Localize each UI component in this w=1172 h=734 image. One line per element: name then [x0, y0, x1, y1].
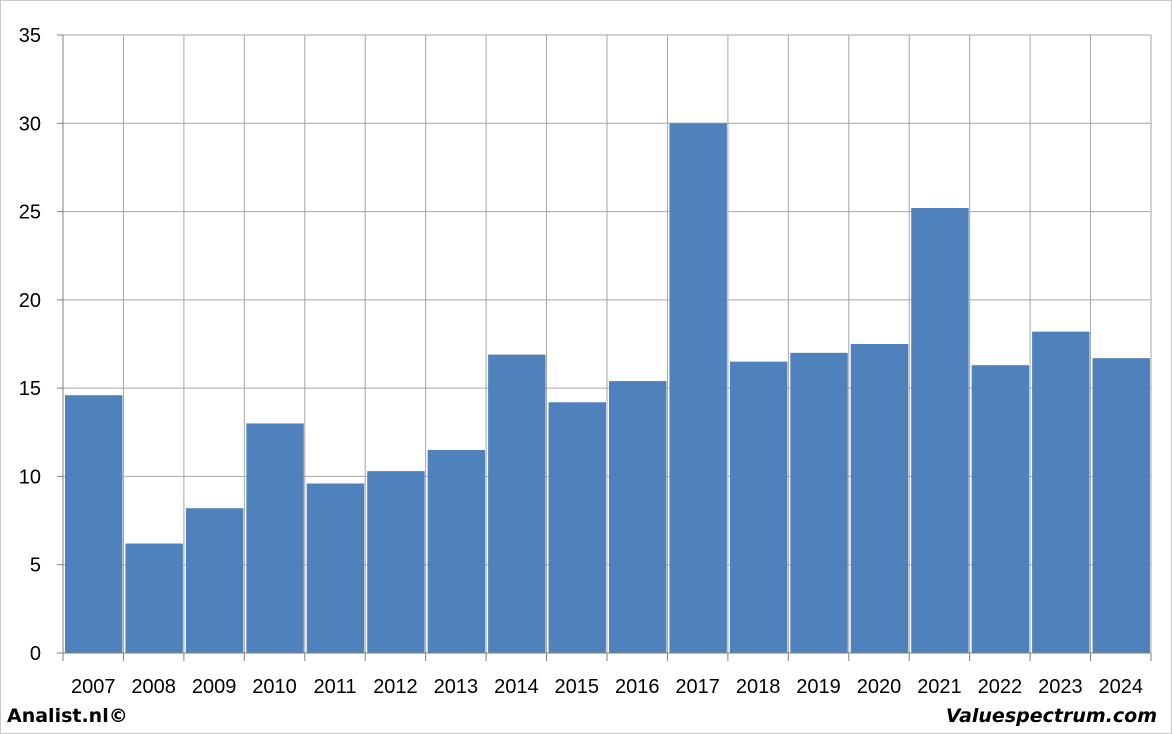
axes [57, 34, 1152, 661]
x-tick-label: 2009 [192, 676, 237, 698]
x-tick-label: 2008 [131, 676, 176, 698]
x-tick-label: 2018 [736, 676, 781, 698]
x-tick-label: 2022 [978, 676, 1023, 698]
x-tick-label: 2021 [917, 676, 962, 698]
grid-lines [63, 34, 1152, 653]
bar-2023 [1032, 331, 1090, 653]
y-tick-labels: 0 5 10 15 20 25 30 35 [19, 25, 41, 665]
x-tick-label: 2014 [494, 676, 539, 698]
bar-2013 [427, 449, 486, 653]
bar-2018 [729, 361, 788, 653]
bar-2019 [790, 352, 848, 653]
x-tick-label: 2013 [434, 676, 479, 698]
bar-2010 [246, 423, 304, 653]
y-tick-label: 0 [30, 643, 41, 665]
bar-2011 [306, 483, 365, 653]
bar-2017 [669, 123, 727, 654]
x-tick-label: 2016 [615, 676, 660, 698]
x-tick-label: 2010 [252, 676, 297, 698]
x-tick-label: 2020 [857, 676, 902, 698]
bar-2009 [185, 508, 244, 653]
bar-2020 [850, 344, 909, 653]
y-tick-label: 20 [19, 290, 41, 312]
valuespectrum-credit: Valuespectrum.com [945, 705, 1157, 727]
y-tick-label: 35 [19, 25, 41, 47]
y-tick-label: 15 [19, 378, 41, 400]
y-tick-label: 5 [30, 555, 41, 577]
bar-2007 [65, 395, 123, 653]
bar-2015 [548, 402, 606, 653]
x-tick-label: 2017 [675, 676, 720, 698]
y-tick-label: 10 [19, 466, 41, 488]
x-tick-label: 2011 [313, 676, 356, 698]
y-tick-label: 30 [19, 113, 41, 135]
y-tick-label: 25 [19, 202, 41, 224]
x-tick-label: 2012 [373, 676, 418, 698]
bar-2012 [367, 471, 425, 653]
bar-2008 [125, 543, 183, 653]
x-tick-label: 2024 [1099, 676, 1144, 698]
bar-2024 [1092, 358, 1150, 653]
x-tick-label: 2007 [71, 676, 116, 698]
bars [65, 123, 1150, 654]
bar-2014 [488, 354, 546, 653]
bar-2022 [971, 365, 1030, 653]
x-tick-label: 2023 [1038, 676, 1083, 698]
x-tick-label: 2015 [555, 676, 600, 698]
bar-2016 [609, 381, 667, 653]
bar-2021 [911, 208, 969, 654]
analist-credit: Analist.nl© [7, 705, 128, 727]
x-tick-label: 2019 [796, 676, 841, 698]
x-tick-labels: 2007 2008 2009 2010 2011 2012 2013 2014 2015 2016… [71, 676, 1143, 698]
